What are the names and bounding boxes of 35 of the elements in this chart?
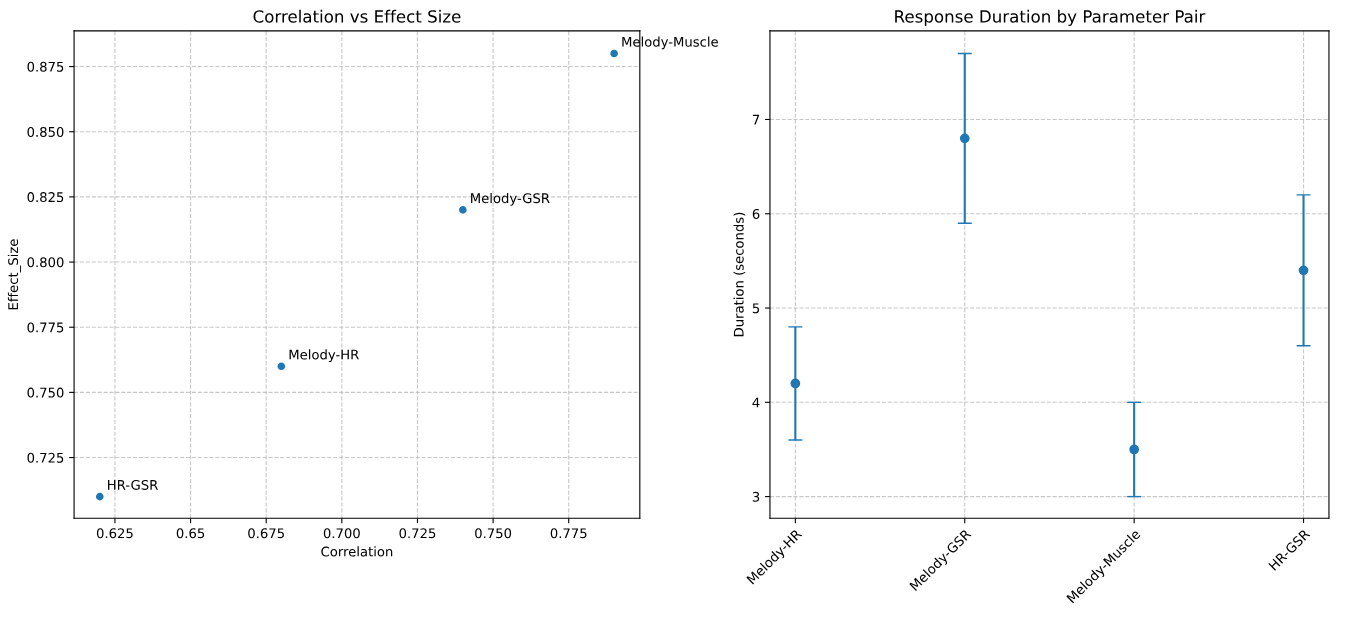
y-tick-label: 6 [752,208,760,219]
y-tick-label: 0.875 [27,61,64,72]
annotation: Melody-HR [289,349,359,363]
annotation: HR-GSR [108,479,158,490]
point [95,492,104,501]
chart-title: Correlation vs Effect Size [253,9,461,23]
x-tick-label: 0.700 [323,528,360,539]
x-tick-label: 0.725 [399,528,436,539]
x-tick-label: 0.65 [176,528,205,539]
point [959,133,970,144]
y-tick-label: 0.825 [27,192,64,203]
y-tick-label: 3 [752,491,760,502]
y-tick-label: 4 [752,397,760,408]
y-tick-label: 5 [752,303,760,314]
y-tick-label: 7 [752,114,760,125]
x-axis-title: Correlation [321,546,393,557]
point [790,378,801,389]
x-tick-label: 0.625 [96,528,133,539]
point [1129,444,1140,455]
y-tick-label: 0.750 [27,387,64,398]
x-tick-label: 0.675 [248,528,284,539]
point [277,362,286,371]
point [610,49,618,58]
point [459,206,467,214]
y-tick-label: 0.850 [27,126,64,137]
y-tick-label: 0.725 [27,452,64,463]
annotation: Melody-GSR [471,192,550,206]
y-tick-label: 0.775 [27,322,64,333]
chart-title: Response Duration by Parameter Pair [895,9,1206,26]
y-axis-title: Effect_Size [7,239,22,310]
y-tick-label: 0.800 [27,257,64,268]
x-tick-label: 0.750 [475,528,512,539]
point [1298,265,1309,276]
x-tick-label: 0.775 [550,528,587,539]
y-axis-title: Duration (seconds) [733,212,746,337]
